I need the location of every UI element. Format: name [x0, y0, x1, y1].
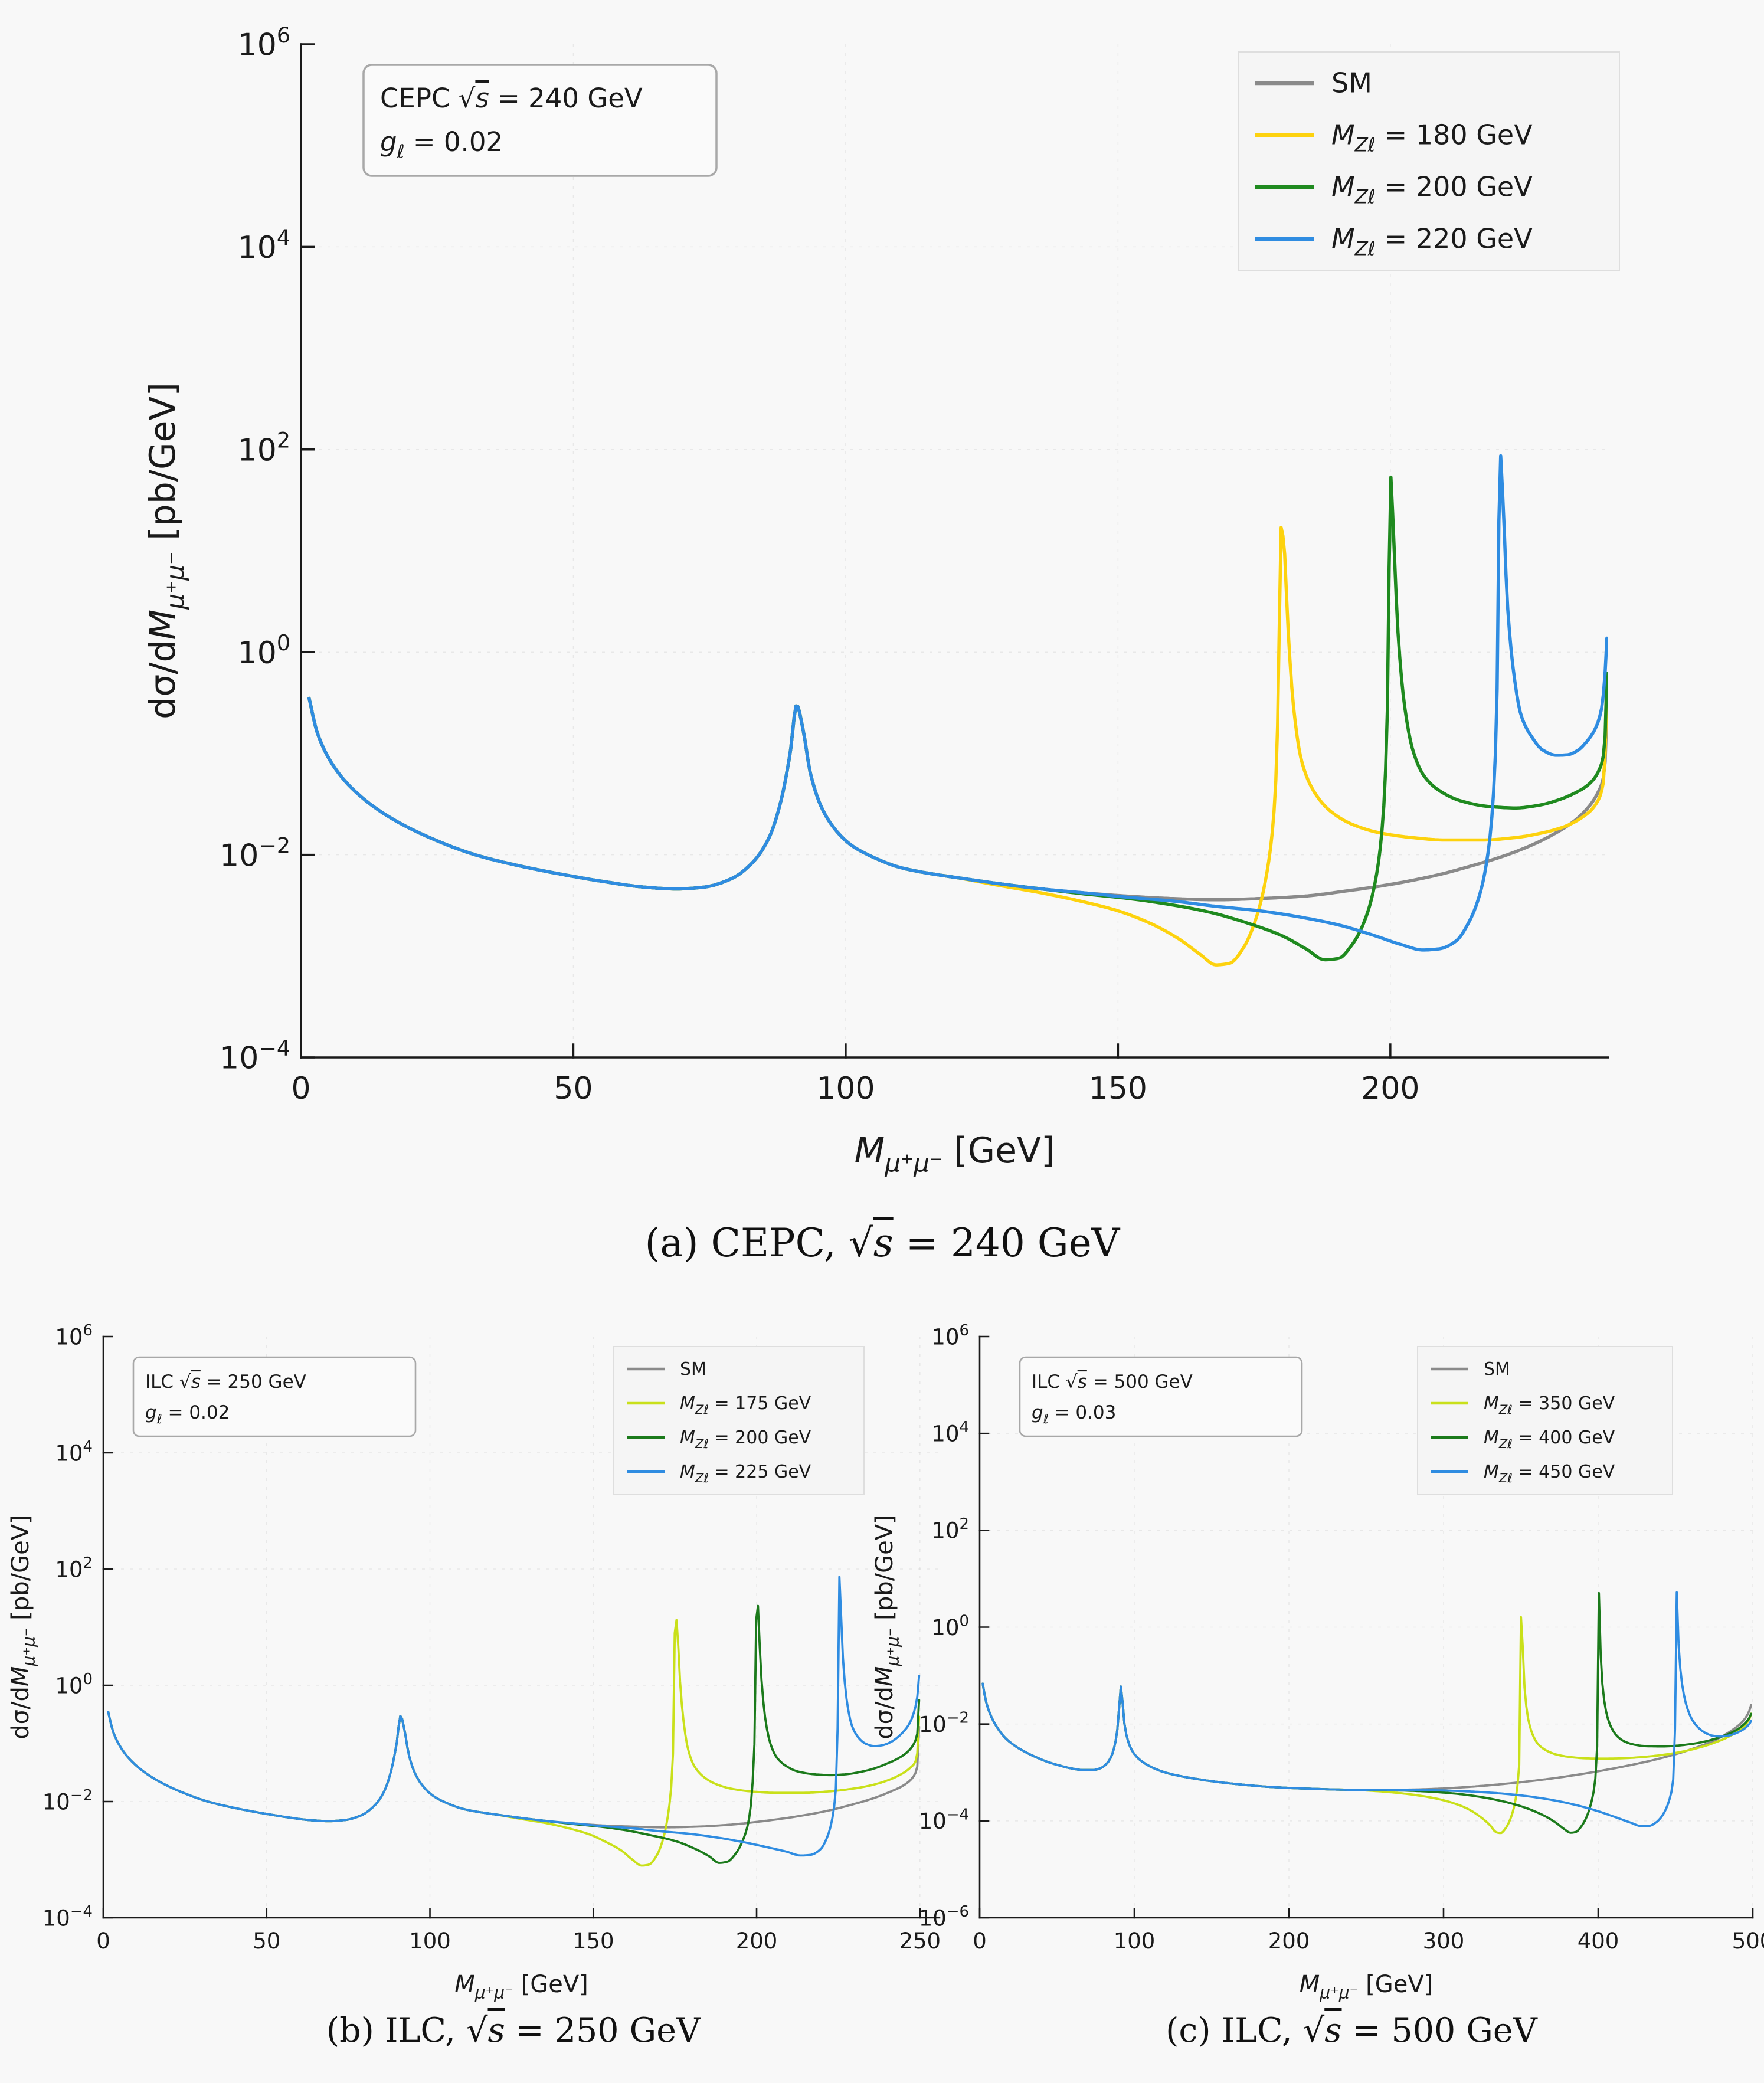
- legend: SM MZℓ = 175 GeV MZℓ = 200 GeV MZℓ = 225 Ge…: [613, 1346, 865, 1495]
- y-tick-label: 104: [238, 225, 290, 266]
- x-tick-label: 50: [554, 1071, 593, 1106]
- x-axis-label: Mμ⁺μ⁻ [GeV]: [1300, 1971, 1434, 2002]
- legend-label: MZℓ = 200 GeV: [680, 1427, 811, 1451]
- y-tick-label: 100: [55, 1671, 93, 1699]
- legend-label: MZℓ = 350 GeV: [1484, 1393, 1615, 1417]
- caption-c: (c) ILC, √s = 500 GeV: [1166, 2011, 1537, 2050]
- x-tick-label: 0: [291, 1071, 310, 1106]
- tick-labels: 0 50 100 150 200 106 104 102 100 10−2 10−4: [220, 22, 1419, 1106]
- annotation-line-1: ILC √s = 250 GeV: [145, 1371, 306, 1393]
- legend-label: MZℓ = 220 GeV: [1331, 223, 1533, 260]
- legend-label: MZℓ = 450 GeV: [1484, 1462, 1615, 1485]
- axes: [978, 1335, 1754, 1919]
- series-MZl200: [107, 1604, 921, 1864]
- series-SM: [307, 696, 1608, 902]
- series-MZl200: [307, 475, 1608, 962]
- plot-series: [307, 454, 1608, 967]
- x-tick-label: 200: [1268, 1928, 1310, 1954]
- x-tick-label: 0: [96, 1928, 110, 1954]
- y-tick-label: 102: [931, 1515, 969, 1544]
- y-tick-label: 104: [55, 1438, 93, 1466]
- y-tick-label: 106: [238, 22, 290, 63]
- x-tick-label: 150: [572, 1928, 614, 1954]
- y-tick-label: 10−4: [220, 1036, 290, 1076]
- y-tick-label: 102: [238, 428, 290, 469]
- series-MZl400: [981, 1591, 1753, 1834]
- legend: SM MZℓ = 350 GeV MZℓ = 400 GeV MZℓ = 450 Ge…: [1417, 1346, 1673, 1495]
- caption-a: (a) CEPC, √s = 240 GeV: [644, 1220, 1120, 1266]
- series-MZl225: [107, 1576, 921, 1857]
- y-tick-label: 106: [55, 1322, 93, 1350]
- series-SM: [107, 1711, 921, 1829]
- series-MZl220: [307, 454, 1608, 952]
- x-tick-label: 500: [1732, 1928, 1764, 1954]
- y-tick-label: 102: [55, 1554, 93, 1583]
- x-tick-label: 400: [1578, 1928, 1619, 1954]
- y-tick-label: 10−4: [919, 1806, 969, 1835]
- y-tick-label: 10−4: [42, 1903, 93, 1931]
- x-tick-label: 100: [409, 1928, 451, 1954]
- legend-label: MZℓ = 200 GeV: [1331, 171, 1533, 208]
- annotation-line-1: ILC √s = 500 GeV: [1032, 1371, 1193, 1393]
- y-tick-label: 104: [931, 1419, 969, 1447]
- x-tick-label: 200: [1361, 1071, 1419, 1106]
- y-tick-label: 10−2: [220, 833, 290, 873]
- annotation-box: ILC √s = 500 GeV gℓ = 0.03: [1019, 1356, 1303, 1437]
- y-tick-label: 10−2: [42, 1787, 93, 1815]
- legend-label: MZℓ = 180 GeV: [1331, 119, 1533, 156]
- x-axis-label: Mμ⁺μ⁻ [GeV]: [855, 1130, 1055, 1178]
- y-tick-label: 106: [931, 1322, 969, 1350]
- x-tick-label: 250: [899, 1928, 941, 1954]
- tick-labels: 0 100 200 300 400 500 106 104 102 100 10−2 10−4 10−6: [919, 1322, 1764, 1954]
- legend-label: MZℓ = 175 GeV: [680, 1393, 811, 1417]
- legend-label: SM: [1331, 67, 1372, 99]
- y-axis-label: dσ/dMμ⁺μ⁻ [pb/GeV]: [871, 1515, 902, 1739]
- annotation-line-2: gℓ = 0.02: [145, 1402, 230, 1427]
- legend-label: SM: [1484, 1359, 1510, 1380]
- series-SM: [981, 1682, 1753, 1791]
- y-tick-label: 100: [931, 1612, 969, 1640]
- x-tick-label: 100: [816, 1071, 875, 1106]
- y-tick-label: 10−6: [919, 1903, 969, 1931]
- series-MZl450: [981, 1591, 1753, 1827]
- x-tick-label: 50: [253, 1928, 280, 1954]
- x-tick-label: 100: [1114, 1928, 1156, 1954]
- x-tick-label: 300: [1423, 1928, 1465, 1954]
- axes: [102, 1335, 941, 1919]
- y-tick-label: 10−2: [919, 1709, 969, 1737]
- plot-series: [981, 1591, 1753, 1835]
- caption-b: (b) ILC, √s = 250 GeV: [326, 2011, 701, 2050]
- y-tick-label: 100: [238, 630, 290, 671]
- series-MZl350: [981, 1616, 1753, 1835]
- annotation-line-1: CEPC √s = 240 GeV: [380, 83, 643, 114]
- y-axis-label: dσ/dMμ⁺μ⁻ [pb/GeV]: [142, 382, 190, 719]
- x-tick-label: 0: [973, 1928, 987, 1954]
- legend-label: MZℓ = 225 GeV: [680, 1462, 811, 1485]
- legend: SM MZℓ = 180 GeV MZℓ = 200 GeV MZℓ = 220 Ge…: [1238, 51, 1620, 271]
- annotation-line-2: gℓ = 0.03: [1032, 1402, 1116, 1427]
- chart-ilc-250: 0 50 100 150 200 250 106 104 102 100 10−2 10−4 Mμ⁺μ⁻…: [7, 1322, 941, 2003]
- x-tick-label: 200: [736, 1928, 778, 1954]
- chart-ilc-500: 0 100 200 300 400 500 106 104 102 100 10−2 10−4 10−6…: [871, 1322, 1764, 2003]
- annotation-line-2: gℓ = 0.02: [380, 126, 503, 163]
- axes: [300, 43, 1609, 1059]
- series-MZl175: [107, 1619, 921, 1867]
- legend-label: SM: [680, 1359, 706, 1380]
- tick-labels: 0 50 100 150 200 250 106 104 102 100 10−2 10−4: [42, 1322, 941, 1954]
- x-tick-label: 150: [1089, 1071, 1147, 1106]
- annotation-box: ILC √s = 250 GeV gℓ = 0.02: [132, 1356, 417, 1437]
- y-axis-label: dσ/dMμ⁺μ⁻ [pb/GeV]: [7, 1515, 38, 1739]
- x-axis-label: Mμ⁺μ⁻ [GeV]: [454, 1971, 588, 2002]
- legend-label: MZℓ = 400 GeV: [1484, 1427, 1615, 1451]
- chart-cepc-240: 0 50 100 150 200 106 104 102 100 10−2 10−4 Mμ⁺μ⁻ [G…: [142, 22, 1620, 1178]
- plot-series: [107, 1576, 921, 1867]
- annotation-box: CEPC √s = 240 GeV gℓ = 0.02: [362, 64, 718, 177]
